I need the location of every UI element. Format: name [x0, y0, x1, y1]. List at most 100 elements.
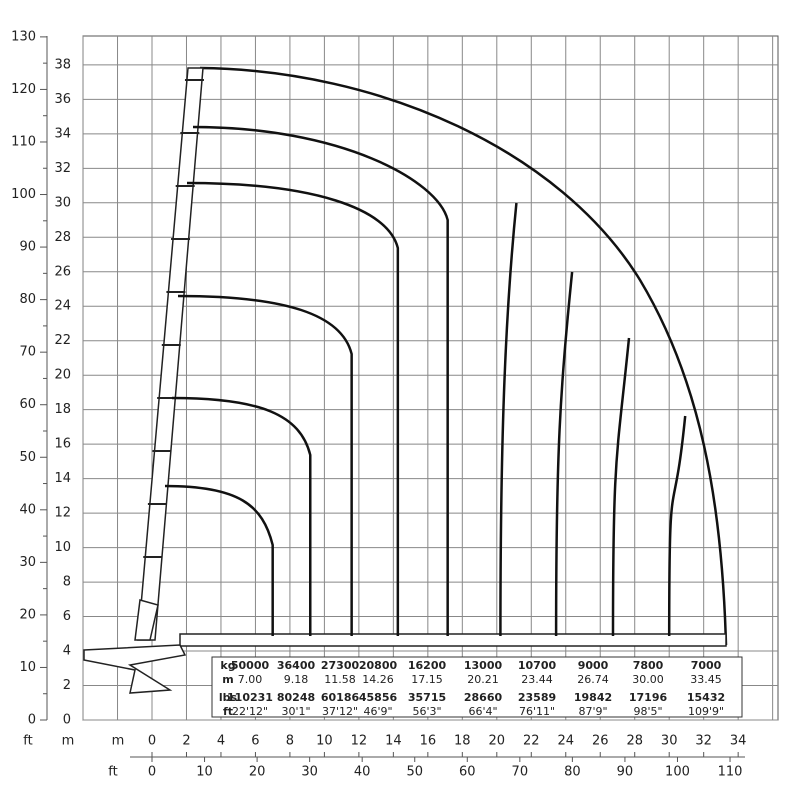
table-cell: 109'9" [688, 705, 724, 718]
table-cell: 23.44 [521, 673, 553, 686]
y-tick-label: 22 [54, 333, 71, 348]
y-tick-label: 130 [11, 29, 36, 44]
x-tick-label: 14 [385, 734, 402, 749]
y-tick-label: 24 [54, 299, 71, 314]
crane-base [83, 599, 187, 694]
load-curve [192, 125, 449, 636]
x-tick-label: 60 [459, 765, 476, 780]
x-tick-label: 22 [523, 734, 540, 749]
y-tick-label: 8 [63, 575, 71, 590]
table-cell: 19842 [574, 691, 612, 704]
table-cell: 30.00 [632, 673, 664, 686]
table-cell: 13000 [464, 659, 503, 672]
table-row-label: lbs [219, 691, 238, 704]
y-tick-label: 12 [54, 506, 71, 521]
y-tick-label: 100 [11, 187, 36, 202]
table-cell: 15432 [687, 691, 725, 704]
y-tick-label: 30 [19, 555, 36, 570]
y-tick-label: 80 [19, 292, 36, 307]
y-tick-label: 90 [19, 240, 36, 255]
table-cell: 20.21 [467, 673, 499, 686]
x-tick-label: 80 [564, 765, 581, 780]
axis-label: ft [23, 734, 32, 749]
x-tick-label: 110 [718, 765, 743, 780]
y-tick-label: 4 [63, 644, 71, 659]
table-cell: 9000 [578, 659, 609, 672]
load-curve [171, 396, 312, 636]
table-cell: 87'9" [578, 705, 607, 718]
table-cell: 110231 [227, 691, 273, 704]
table-cell: 22'12" [232, 705, 268, 718]
horizontal-boom [179, 633, 727, 647]
y-tick-label: 40 [19, 502, 36, 517]
y-tick-label: 14 [54, 471, 71, 486]
table-cell: 35715 [408, 691, 446, 704]
table-box [211, 656, 743, 718]
x-tick-label: 10 [316, 734, 333, 749]
outer-envelope [199, 66, 728, 646]
x-tick-label: 4 [217, 734, 225, 749]
x-tick-label: 40 [354, 765, 371, 780]
table-cell: 28660 [464, 691, 503, 704]
x-tick-label: 30 [301, 765, 318, 780]
table-cell: 7000 [691, 659, 722, 672]
table-cell: 11.58 [324, 673, 356, 686]
table-cell: 66'4" [468, 705, 497, 718]
table-cell: 46'9" [363, 705, 392, 718]
table-cell: 45856 [359, 691, 398, 704]
table-cell: 17196 [629, 691, 668, 704]
table-row-label: kg [220, 659, 235, 672]
table-cell: 30'1" [281, 705, 310, 718]
y-tick-label: 6 [63, 609, 71, 624]
x-tick-label: 20 [249, 765, 266, 780]
table-cell: 9.18 [284, 673, 309, 686]
x-tick-label: 90 [617, 765, 634, 780]
table-cell: 36400 [277, 659, 316, 672]
x-tick-label: 28 [626, 734, 643, 749]
load-curve [164, 484, 274, 636]
axis-label: m [112, 734, 125, 749]
axis-label: ft [108, 765, 117, 780]
y-tick-label: 16 [54, 437, 71, 452]
y-tick-label: 70 [19, 345, 36, 360]
y-tick-label: 60 [19, 397, 36, 412]
table-cell: 26.74 [577, 673, 609, 686]
table-cell: 98'5" [633, 705, 662, 718]
table-cell: 10700 [518, 659, 557, 672]
x-tick-label: 34 [730, 734, 747, 749]
table-cell: 14.26 [362, 673, 394, 686]
y-tick-label: 38 [54, 57, 71, 72]
table-cell: 33.45 [690, 673, 722, 686]
table-cell: 17.15 [411, 673, 443, 686]
table-cell: 7800 [633, 659, 664, 672]
table-cell: 80248 [277, 691, 315, 704]
y-tick-label: 34 [54, 126, 71, 141]
y-tick-label: 18 [54, 402, 71, 417]
y-tick-label: 32 [54, 161, 71, 176]
table-cell: 23589 [518, 691, 556, 704]
table-cell: 7.00 [238, 673, 263, 686]
table-cell: 56'3" [412, 705, 441, 718]
load-curve [177, 294, 353, 636]
y-tick-label: 2 [63, 678, 71, 693]
y-tick-label: 120 [11, 82, 36, 97]
y-tick-label: 36 [54, 92, 71, 107]
table-cell: 50000 [231, 659, 270, 672]
x-tick-label: 6 [251, 734, 259, 749]
table-cell: 16200 [408, 659, 447, 672]
x-tick-label: 26 [592, 734, 609, 749]
table-cell: 37'12" [322, 705, 358, 718]
y-tick-label: 110 [11, 134, 36, 149]
x-tick-label: 32 [695, 734, 712, 749]
x-tick-label: 24 [557, 734, 574, 749]
table-cell: 20800 [359, 659, 398, 672]
y-tick-label: 28 [54, 230, 71, 245]
x-tick-label: 12 [351, 734, 368, 749]
table-cell: 27300 [321, 659, 360, 672]
load-curve [611, 337, 631, 637]
x-tick-label: 20 [489, 734, 506, 749]
x-tick-label: 30 [661, 734, 678, 749]
x-tick-label: 18 [454, 734, 471, 749]
load-curve [499, 202, 518, 637]
boom [137, 67, 204, 641]
